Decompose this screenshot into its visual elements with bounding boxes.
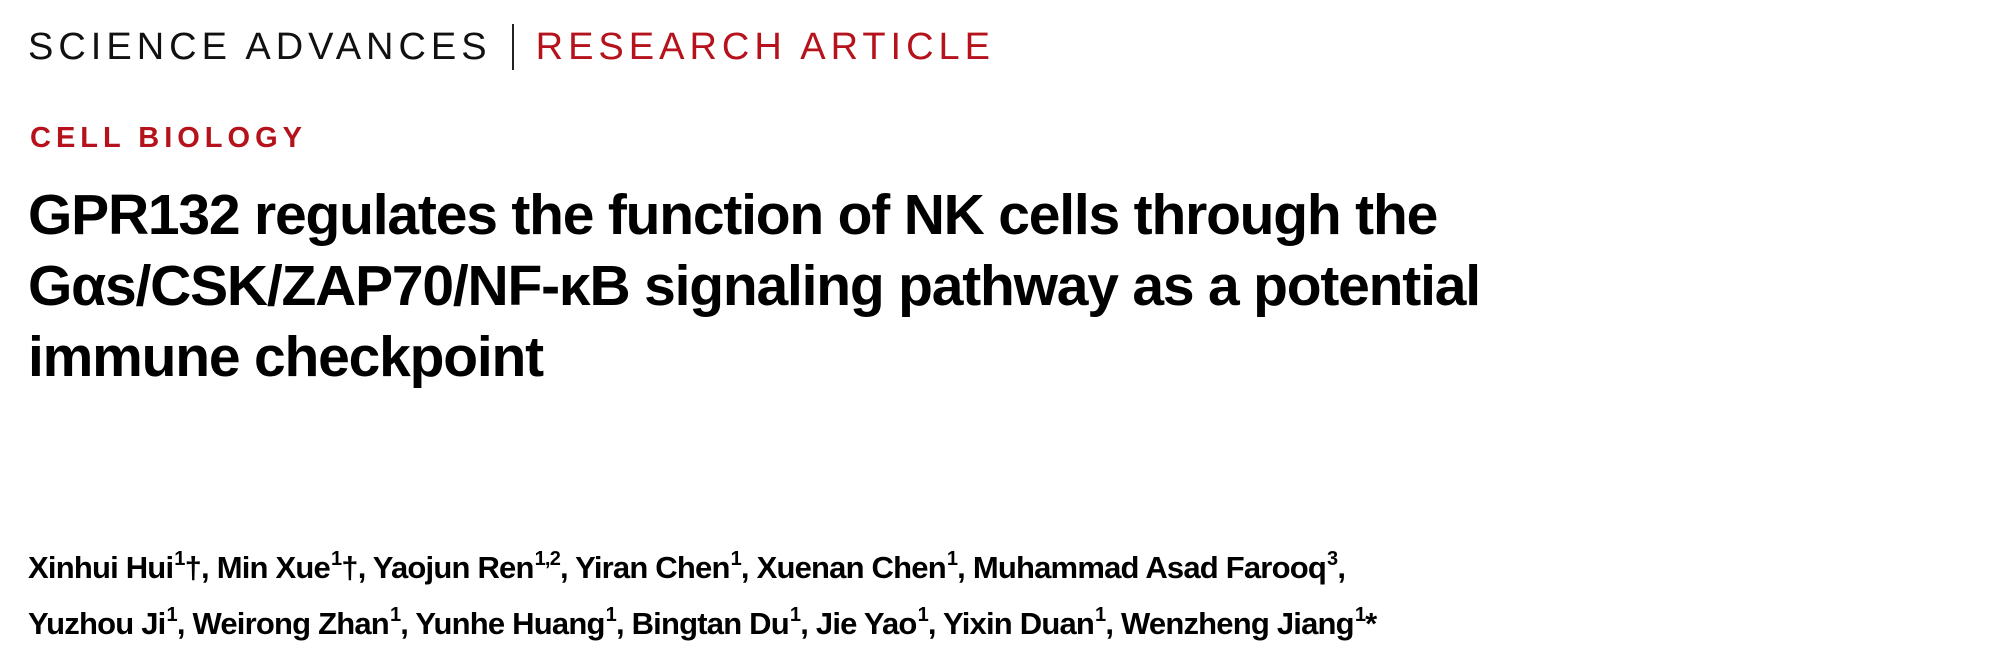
- author-separator: ,: [1105, 606, 1121, 641]
- author-name: Jie Yao: [815, 606, 918, 641]
- affiliation-number: 1: [917, 604, 929, 626]
- author-note-mark: †: [184, 550, 202, 585]
- affiliation-number: 1: [946, 548, 958, 570]
- affiliation-number: 3: [1326, 548, 1338, 570]
- author[interactable]: Muhammad Asad Farooq3,: [972, 548, 1346, 585]
- affiliation-number: 1: [730, 548, 742, 570]
- author[interactable]: Min Xue1†,: [216, 548, 373, 585]
- author[interactable]: Yaojun Ren1,2,: [372, 548, 576, 585]
- author[interactable]: Weirong Zhan1,: [192, 604, 416, 641]
- author-name: Xinhui Hui: [28, 550, 174, 585]
- masthead-divider: [511, 24, 514, 70]
- author-name: Yixin Duan: [942, 606, 1095, 641]
- affiliation-number: 1: [1354, 604, 1366, 626]
- author-name: Weirong Zhan: [192, 606, 389, 641]
- author-name: Yaojun Ren: [372, 550, 535, 585]
- author-separator: ,: [201, 550, 217, 585]
- author-name: Min Xue: [216, 550, 331, 585]
- article-title: GPR132 regulates the function of NK cell…: [28, 180, 1481, 393]
- author-separator: ,: [560, 550, 576, 585]
- author-note-mark: †: [341, 550, 358, 585]
- author-name: Yuzhou Ji: [28, 606, 166, 641]
- author-name: Yiran Chen: [575, 550, 730, 585]
- author-separator: ,: [400, 606, 416, 641]
- author-separator: ,: [800, 606, 816, 641]
- author-name: Yunhe Huang: [415, 606, 605, 641]
- author-note-mark: *: [1365, 606, 1377, 641]
- author-separator: ,: [740, 550, 757, 585]
- affiliation-number: 1: [330, 548, 342, 570]
- author-separator: ,: [1337, 550, 1346, 585]
- author[interactable]: Yunhe Huang1,: [415, 604, 632, 641]
- affiliation-number: 1,2: [534, 548, 561, 570]
- affiliation-number: 1: [166, 604, 177, 626]
- section-label: CELL BIOLOGY: [30, 122, 307, 154]
- affiliation-number: 1: [389, 604, 401, 626]
- title-line: immune checkpoint: [28, 325, 544, 389]
- author[interactable]: Yixin Duan1,: [942, 604, 1121, 641]
- author-name: Bingtan Du: [631, 606, 790, 641]
- author-separator: ,: [176, 606, 193, 641]
- author-name: Muhammad Asad Farooq: [972, 550, 1327, 585]
- affiliation-number: 1: [1095, 604, 1106, 626]
- author-name: Wenzheng Jiang: [1121, 606, 1355, 641]
- author[interactable]: Xinhui Hui1†,: [28, 548, 217, 585]
- article-type: RESEARCH ARTICLE: [535, 25, 996, 68]
- affiliation-number: 1: [605, 604, 617, 626]
- title-line: Gαs/CSK/ZAP70/NF-κB signaling pathway as…: [28, 254, 1481, 318]
- author-separator: ,: [615, 606, 632, 641]
- author[interactable]: Jie Yao1,: [815, 604, 943, 641]
- author-name: Xuenan Chen: [756, 550, 947, 585]
- journal-name: SCIENCE ADVANCES: [28, 25, 492, 68]
- author-list: Xinhui Hui1†, Min Xue1†, Yaojun Ren1,2, …: [28, 540, 1377, 652]
- affiliation-number: 1: [174, 548, 185, 570]
- masthead: SCIENCE ADVANCES RESEARCH ARTICLE: [28, 22, 995, 72]
- author-separator: ,: [927, 606, 943, 641]
- title-line: GPR132 regulates the function of NK cell…: [28, 183, 1438, 247]
- author-separator: ,: [957, 550, 973, 585]
- author-separator: ,: [357, 550, 373, 585]
- author-line: Xinhui Hui1†, Min Xue1†, Yaojun Ren1,2, …: [28, 540, 1376, 596]
- author[interactable]: Xuenan Chen1,: [756, 548, 973, 585]
- author[interactable]: Wenzheng Jiang1*: [1121, 604, 1377, 641]
- author[interactable]: Yiran Chen1,: [575, 548, 757, 585]
- affiliation-number: 1: [789, 604, 801, 626]
- author-line: Yuzhou Ji1, Weirong Zhan1, Yunhe Huang1,…: [28, 596, 1377, 652]
- author[interactable]: Yuzhou Ji1,: [28, 604, 193, 641]
- author[interactable]: Bingtan Du1,: [631, 604, 816, 641]
